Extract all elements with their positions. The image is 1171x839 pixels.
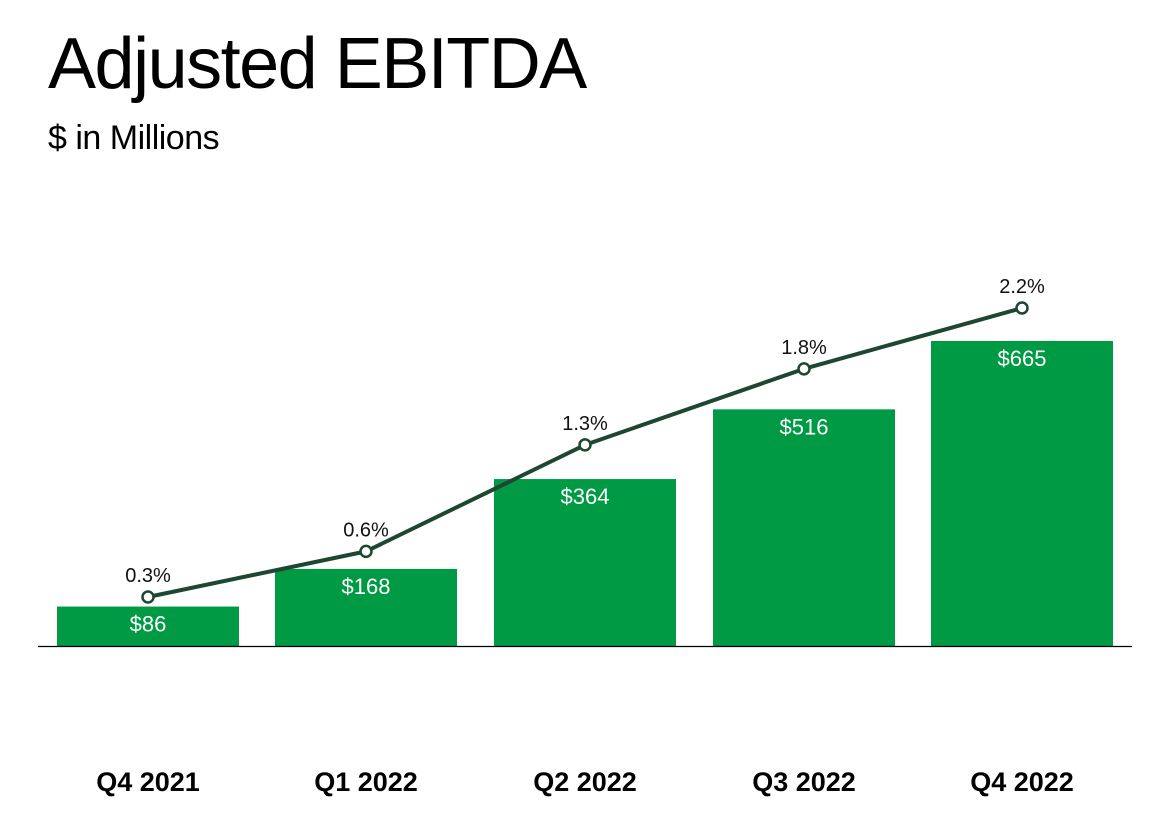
margin-marker <box>797 362 811 376</box>
bar-value-label: $516 <box>780 414 829 439</box>
chart-title: Adjusted EBITDA <box>48 24 587 104</box>
x-tick-label: Q4 2022 <box>970 767 1074 797</box>
chart-subtitle: $ in Millions <box>48 119 220 157</box>
x-tick-label: Q3 2022 <box>752 767 856 797</box>
margin-marker <box>578 438 592 452</box>
bar-value-label: $364 <box>561 484 610 509</box>
bar-q4-2021 <box>57 606 239 646</box>
bar-q3-2022 <box>713 409 895 646</box>
margin-value-label: 0.3% <box>125 565 171 587</box>
margin-value-label: 0.6% <box>343 519 389 541</box>
margin-value-label: 1.3% <box>562 413 608 435</box>
margin-marker <box>141 590 155 604</box>
bar-q4-2022 <box>931 341 1113 646</box>
bar-q1-2022 <box>275 568 457 646</box>
bar-value-label: $665 <box>998 346 1047 371</box>
x-tick-label: Q1 2022 <box>314 767 418 797</box>
bar-value-label: $86 <box>130 612 167 637</box>
x-tick-label: Q4 2021 <box>96 767 200 797</box>
margin-marker <box>359 544 373 559</box>
margin-value-label: 2.2% <box>999 276 1045 298</box>
bar-value-label: $168 <box>342 574 391 599</box>
margin-marker <box>1015 301 1029 315</box>
margin-value-label: 1.8% <box>781 337 827 359</box>
bar-q2-2022 <box>494 479 676 646</box>
x-tick-label: Q2 2022 <box>533 767 637 797</box>
